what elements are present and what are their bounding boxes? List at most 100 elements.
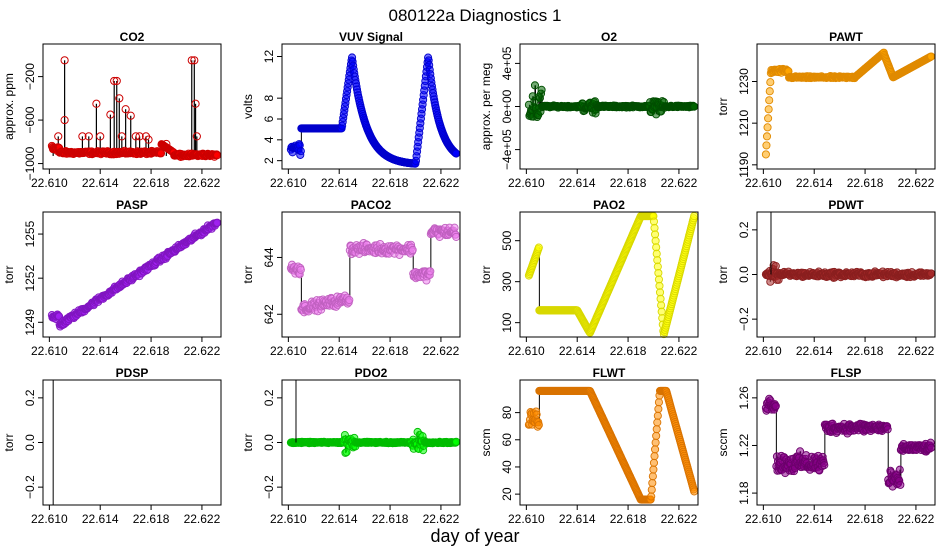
plot-area (524, 212, 699, 339)
plot-area (47, 218, 222, 331)
spike-marker (96, 132, 105, 141)
y-tick-label: 1190 (737, 152, 751, 178)
plot-area (286, 380, 461, 457)
x-tick-label: 22.618 (133, 512, 170, 526)
y-tick-label: 2 (262, 157, 276, 164)
data-point (537, 85, 546, 94)
y-tick-label: 0.0 (23, 434, 37, 451)
spike-marker (121, 105, 130, 114)
panel-o2: O2 approx. per meg 22.610 22.614 22.618 22.62… (479, 30, 699, 190)
x-tick-label: 22.614 (796, 512, 833, 526)
plot-frame (281, 211, 461, 338)
x-axis: 22.610 22.614 22.618 22.622 (31, 505, 221, 526)
data-point (927, 269, 936, 278)
panel-paco2: PACO2 torr 22.610 22.614 22.618 22.622 642 644 (241, 198, 461, 358)
y-axis: 100 300 500 (500, 230, 520, 333)
x-tick-label: 22.622 (661, 176, 698, 190)
x-tick-label: 22.610 (31, 176, 68, 190)
plot-area (47, 56, 222, 161)
data-point (296, 265, 305, 274)
spike-marker (192, 132, 201, 141)
y-tick-label: 0.2 (737, 221, 751, 238)
x-tick-label: 22.622 (423, 344, 460, 358)
y-axis-label: volts (241, 94, 255, 119)
y-axis: −0.2 0.0 0.2 (262, 389, 282, 499)
spike-marker (117, 132, 126, 141)
figure-title: 080122a Diagnostics 1 (389, 6, 562, 25)
x-tick-label: 22.622 (898, 344, 935, 358)
y-tick-label: 1249 (23, 309, 37, 336)
spike-marker (78, 132, 87, 141)
spike-marker (106, 110, 115, 119)
y-tick-label: −0.2 (262, 475, 276, 499)
plot-frame (519, 379, 699, 506)
y-tick-label: 1252 (23, 265, 37, 292)
panel-title: PASP (116, 198, 148, 212)
spike-marker (60, 115, 69, 125)
y-tick-label: 0.0 (737, 266, 751, 283)
data-point (647, 492, 656, 501)
x-tick-label: 22.622 (423, 176, 460, 190)
data-point (532, 410, 541, 419)
data-point (764, 105, 773, 114)
x-tick-label: 22.610 (270, 344, 307, 358)
x-tick-label: 22.610 (270, 512, 307, 526)
plot-area (524, 386, 699, 504)
x-axis: 22.610 22.614 22.618 22.622 (745, 505, 935, 526)
panel-title: PDO2 (355, 366, 388, 380)
x-tick-label: 22.622 (661, 512, 698, 526)
x-axis: 22.610 22.614 22.618 22.622 (508, 337, 698, 358)
plot-area (286, 53, 461, 168)
y-tick-label: 60 (500, 433, 514, 447)
data-point (653, 418, 662, 427)
x-tick-label: 22.622 (184, 176, 221, 190)
y-tick-label: −600 (23, 106, 37, 133)
y-tick-label: 0.2 (262, 389, 276, 406)
data-point (648, 478, 657, 488)
panel-title: FLWT (593, 366, 626, 380)
panel-title: PACO2 (351, 198, 392, 212)
y-tick-label: −1000 (23, 146, 37, 180)
panel-pao2: PAO2 torr 22.610 22.614 22.618 22.622 100 300 50… (479, 198, 699, 358)
x-tick-label: 22.610 (508, 176, 545, 190)
y-axis-label: torr (2, 265, 16, 283)
panel-flwt: FLWT sccm 22.610 22.614 22.618 22.622 20 40 60 80 (479, 366, 699, 526)
panel-title: PDSP (116, 366, 149, 380)
data-point (763, 123, 772, 132)
x-tick-label: 22.622 (898, 512, 935, 526)
spike-marker (54, 132, 63, 141)
data-point (896, 480, 905, 489)
data-point (771, 261, 780, 271)
x-tick-label: 22.614 (321, 344, 358, 358)
data-point (650, 452, 659, 461)
y-axis: 20 40 60 80 (500, 406, 520, 501)
data-point (452, 437, 461, 446)
x-tick-label: 22.614 (321, 512, 358, 526)
x-tick-label: 22.614 (796, 176, 833, 190)
spike-marker (187, 56, 196, 65)
x-tick-label: 22.618 (847, 344, 884, 358)
x-tick-label: 22.610 (745, 344, 782, 358)
data-point (534, 420, 543, 430)
data-point (452, 232, 461, 241)
y-axis: 1190 1210 1230 (737, 68, 757, 178)
data-point (426, 267, 435, 276)
x-tick-label: 22.614 (559, 512, 596, 526)
x-tick-label: 22.622 (661, 344, 698, 358)
data-point (690, 212, 699, 221)
y-tick-label: 1255 (23, 220, 37, 247)
y-tick-label: −200 (23, 63, 37, 90)
plot-area (761, 394, 936, 491)
data-point (765, 87, 774, 96)
data-point (654, 404, 663, 414)
y-axis-label: torr (2, 433, 16, 451)
data-point (820, 461, 829, 470)
plot-area (286, 223, 461, 317)
plot-area (524, 81, 699, 122)
panel-pdsp: PDSP torr 22.610 22.614 22.618 22.622 −0.2 0.0 0… (2, 366, 222, 526)
panel-title: O2 (601, 30, 617, 44)
x-axis: 22.610 22.614 22.618 22.622 (508, 505, 698, 526)
y-tick-label: 1.18 (737, 481, 751, 505)
x-tick-label: 22.614 (82, 344, 119, 358)
